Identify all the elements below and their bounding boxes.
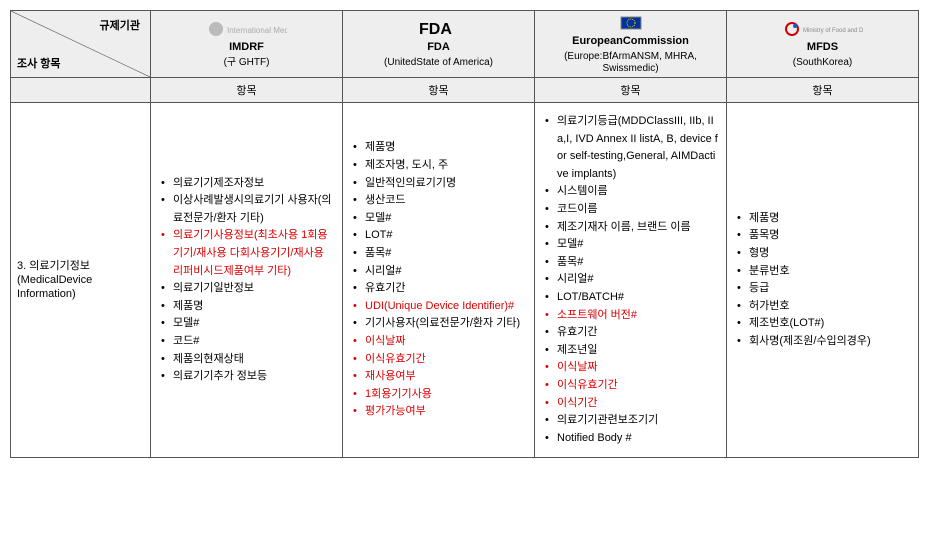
row-label-cell: 3. 의료기기정보 (MedicalDevice Information) xyxy=(11,103,151,458)
list-item: 코드이름 xyxy=(543,201,718,219)
list-item: 일반적인의료기기명 xyxy=(351,175,526,193)
row-label-line2: (MedicalDevice Information) xyxy=(17,274,92,300)
list-item: 의료기기일반정보 xyxy=(159,280,334,298)
sub-header-mfds: 항목 xyxy=(727,78,919,103)
mfds-logo-icon: Ministry of Food and Drug Safety xyxy=(783,19,863,39)
list-item: 이식기간 xyxy=(543,395,718,413)
svg-text:Ministry of Food and Drug Safe: Ministry of Food and Drug Safety xyxy=(803,28,863,34)
fda-logo-icon: FDA xyxy=(419,19,459,39)
empty-subheader xyxy=(11,78,151,103)
list-item: 생산코드 xyxy=(351,192,526,210)
org-title: MFDS xyxy=(807,41,838,54)
list-item: 의료기기사용정보(최초사용 1회용기기/재사용 다회사용기기/재사용 리퍼비시드… xyxy=(159,227,334,280)
org-sub: (SouthKorea) xyxy=(793,57,852,69)
list-item: 의료기기추가 정보등 xyxy=(159,368,334,386)
list-item: Notified Body # xyxy=(543,430,718,448)
list-item: 재사용여부 xyxy=(351,368,526,386)
sub-header-fda: 항목 xyxy=(343,78,535,103)
cell-mfds: 제품명품목명형명분류번호등급허가번호제조번호(LOT#)회사명(제조원/수입의경… xyxy=(727,103,919,458)
list-item: 소프트웨어 버전# xyxy=(543,307,718,325)
list-item: 제품명 xyxy=(351,139,526,157)
org-sub: (UnitedState of America) xyxy=(384,57,493,69)
list-item: 이상사례발생시의료기기 사용자(의료전문가/환자 기타) xyxy=(159,192,334,227)
eu-logo-icon xyxy=(617,13,645,33)
list-item: 기기사용자(의료전문가/환자 기타) xyxy=(351,315,526,333)
list-item: 이식유효기간 xyxy=(351,351,526,369)
list-item: 이식날짜 xyxy=(351,333,526,351)
svg-text:FDA: FDA xyxy=(419,21,452,38)
list-item: 분류번호 xyxy=(735,263,910,281)
list-item: 제조자명, 도시, 주 xyxy=(351,157,526,175)
list-item: 제품의현재상태 xyxy=(159,351,334,369)
list-item: 허가번호 xyxy=(735,298,910,316)
list-item: LOT/BATCH# xyxy=(543,289,718,307)
diagonal-header-cell: 규제기관 조사 항목 xyxy=(11,11,151,78)
list-item: 의료기기제조자정보 xyxy=(159,175,334,193)
list-item: LOT# xyxy=(351,227,526,245)
cell-eu: 의료기기등급(MDDClassIII, IIb, IIa,I, IVD Anne… xyxy=(535,103,727,458)
list-item: 모델# xyxy=(543,236,718,254)
list-item: 1회용기기사용 xyxy=(351,386,526,404)
list-item: 등급 xyxy=(735,280,910,298)
org-header-imdrf: International Medical Device Regulators … xyxy=(151,11,343,78)
list-mfds: 제품명품목명형명분류번호등급허가번호제조번호(LOT#)회사명(제조원/수입의경… xyxy=(735,210,910,351)
list-item: 시리얼# xyxy=(543,271,718,289)
list-item: 모델# xyxy=(159,315,334,333)
sub-header-imdrf: 항목 xyxy=(151,78,343,103)
org-title: IMDRF xyxy=(229,41,264,54)
list-item: 의료기기등급(MDDClassIII, IIb, IIa,I, IVD Anne… xyxy=(543,113,718,183)
list-item: UDI(Unique Device Identifier)# xyxy=(351,298,526,316)
cell-imdrf: 의료기기제조자정보이상사례발생시의료기기 사용자(의료전문가/환자 기타)의료기… xyxy=(151,103,343,458)
list-item: 모델# xyxy=(351,210,526,228)
sub-header-eu: 항목 xyxy=(535,78,727,103)
list-eu: 의료기기등급(MDDClassIII, IIb, IIa,I, IVD Anne… xyxy=(543,113,718,447)
row-label-line1: 3. 의료기기정보 xyxy=(17,260,90,272)
imdrf-logo-icon: International Medical Device Regulators … xyxy=(207,19,287,39)
list-item: 제품명 xyxy=(735,210,910,228)
list-imdrf: 의료기기제조자정보이상사례발생시의료기기 사용자(의료전문가/환자 기타)의료기… xyxy=(159,175,334,386)
list-item: 형명 xyxy=(735,245,910,263)
list-item: 평가가능여부 xyxy=(351,403,526,421)
org-header-fda: FDA FDA (UnitedState of America) xyxy=(343,11,535,78)
list-item: 품목# xyxy=(351,245,526,263)
org-header-mfds: Ministry of Food and Drug Safety MFDS (S… xyxy=(727,11,919,78)
list-item: 이식유효기간 xyxy=(543,377,718,395)
list-fda: 제품명제조자명, 도시, 주일반적인의료기기명생산코드모델#LOT#품목#시리얼… xyxy=(351,139,526,421)
list-item: 품목명 xyxy=(735,227,910,245)
list-item: 유효기간 xyxy=(351,280,526,298)
cell-fda: 제품명제조자명, 도시, 주일반적인의료기기명생산코드모델#LOT#품목#시리얼… xyxy=(343,103,535,458)
header-regulator-label: 규제기관 xyxy=(100,17,140,33)
list-item: 유효기간 xyxy=(543,324,718,342)
regulatory-comparison-table: 규제기관 조사 항목 International Medical Device … xyxy=(10,10,919,458)
list-item: 회사명(제조원/수입의경우) xyxy=(735,333,910,351)
list-item: 시리얼# xyxy=(351,263,526,281)
org-title: EuropeanCommission xyxy=(572,35,689,48)
list-item: 제조기재자 이름, 브랜드 이름 xyxy=(543,219,718,237)
org-sub: (Europe:BfArmANSM, MHRA, Swissmedic) xyxy=(535,51,726,75)
org-title: FDA xyxy=(427,41,450,54)
list-item: 시스템이름 xyxy=(543,183,718,201)
list-item: 코드# xyxy=(159,333,334,351)
list-item: 의료기기관련보조기기 xyxy=(543,412,718,430)
org-sub: (구 GHTF) xyxy=(224,57,270,69)
org-header-eu: EuropeanCommission (Europe:BfArmANSM, MH… xyxy=(535,11,727,78)
list-item: 제조번호(LOT#) xyxy=(735,315,910,333)
list-item: 이식날짜 xyxy=(543,359,718,377)
list-item: 제품명 xyxy=(159,298,334,316)
header-survey-item-label: 조사 항목 xyxy=(17,55,61,71)
list-item: 제조년일 xyxy=(543,342,718,360)
list-item: 품목# xyxy=(543,254,718,272)
svg-text:International Medical Device R: International Medical Device Regulators … xyxy=(227,26,287,35)
